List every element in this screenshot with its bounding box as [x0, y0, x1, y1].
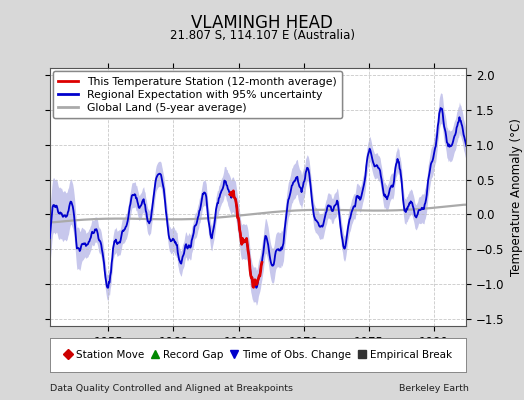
Text: 21.807 S, 114.107 E (Australia): 21.807 S, 114.107 E (Australia): [169, 29, 355, 42]
Legend: This Temperature Station (12-month average), Regional Expectation with 95% uncer: This Temperature Station (12-month avera…: [53, 71, 342, 118]
Text: VLAMINGH HEAD: VLAMINGH HEAD: [191, 14, 333, 32]
Legend: Station Move, Record Gap, Time of Obs. Change, Empirical Break: Station Move, Record Gap, Time of Obs. C…: [62, 348, 454, 362]
Text: Berkeley Earth: Berkeley Earth: [399, 384, 469, 393]
Text: Data Quality Controlled and Aligned at Breakpoints: Data Quality Controlled and Aligned at B…: [50, 384, 293, 393]
Y-axis label: Temperature Anomaly (°C): Temperature Anomaly (°C): [510, 118, 523, 276]
